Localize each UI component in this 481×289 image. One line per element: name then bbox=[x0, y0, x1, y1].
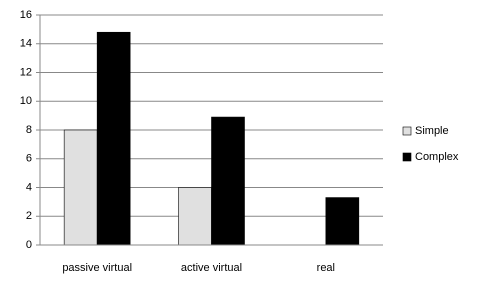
bar bbox=[63, 129, 98, 246]
bar bbox=[96, 31, 131, 246]
y-tick-label: 2 bbox=[26, 210, 32, 222]
legend-label: Complex bbox=[415, 151, 459, 163]
x-tick-label: passive virtual bbox=[62, 262, 132, 274]
y-tick-label: 12 bbox=[20, 66, 32, 78]
bar bbox=[211, 116, 245, 246]
x-tick-label: active virtual bbox=[181, 262, 242, 274]
y-tick-label: 16 bbox=[20, 9, 32, 21]
y-tick-label: 10 bbox=[20, 95, 32, 107]
y-tick-label: 4 bbox=[26, 181, 32, 193]
legend-swatch bbox=[402, 126, 412, 136]
y-tick-label: 14 bbox=[20, 38, 32, 50]
y-tick-label: 8 bbox=[26, 124, 32, 136]
bar bbox=[178, 187, 212, 246]
y-tick-label: 6 bbox=[26, 153, 32, 165]
bar bbox=[325, 197, 360, 246]
legend-swatch bbox=[402, 152, 412, 162]
legend-label: Simple bbox=[415, 125, 449, 137]
x-tick-label: real bbox=[317, 262, 335, 274]
y-tick-label: 0 bbox=[26, 239, 32, 251]
